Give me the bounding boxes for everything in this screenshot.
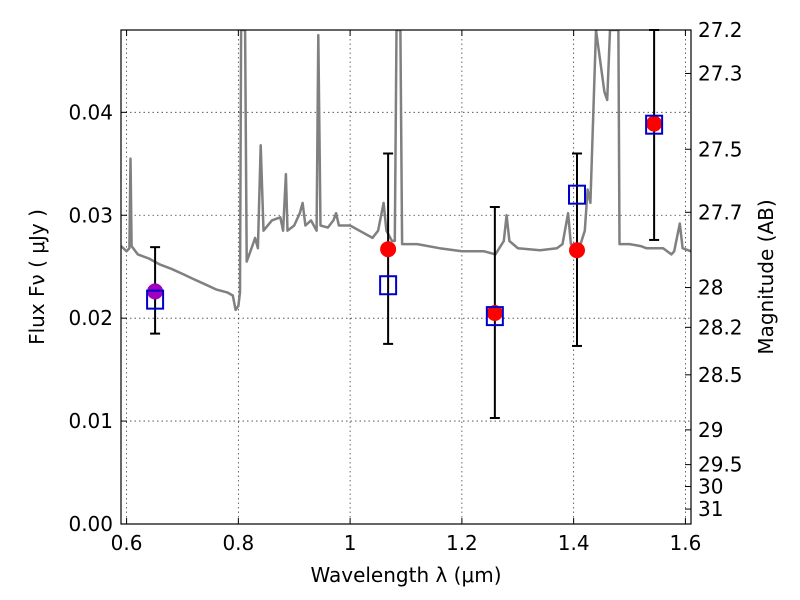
- y-axis-title: Flux Fν ( μJy ): [25, 209, 49, 345]
- y2-tick-label: 27.3: [698, 61, 743, 85]
- x-tick-label: 0.8: [222, 531, 254, 555]
- y2-axis-title: Magnitude (AB): [754, 199, 778, 354]
- observed-points-layer: [147, 115, 663, 322]
- observed-point: [380, 241, 397, 258]
- x-tick-label: 1.4: [558, 531, 590, 555]
- x-tick-label: 1.6: [670, 531, 702, 555]
- y2-tick-label: 28.2: [698, 315, 743, 339]
- model-point-square: [379, 275, 398, 296]
- observed-point: [646, 115, 663, 132]
- y2-tick-label: 29: [698, 418, 723, 442]
- sed-template-curve: [121, 30, 691, 312]
- y2-tick-label: 28: [698, 276, 723, 300]
- y-tick-label: 0.00: [68, 512, 113, 536]
- y2-tick-label: 31: [698, 497, 723, 521]
- y-tick-label: 0.01: [68, 409, 113, 433]
- model-point-square: [485, 306, 504, 327]
- model-point-square: [146, 289, 165, 310]
- x-tick-label: 1.2: [446, 531, 478, 555]
- y-tick-label: 0.04: [68, 100, 113, 124]
- error-bars-layer: [150, 29, 660, 419]
- y-tick-label: 0.03: [68, 203, 113, 227]
- grid-lines: [121, 30, 691, 524]
- y2-tick-label: 27.5: [698, 137, 743, 161]
- x-tick-label: 1: [344, 531, 357, 555]
- y-tick-label: 0.02: [68, 306, 113, 330]
- y2-tick-label: 30: [698, 475, 723, 499]
- x-axis-title: Wavelength λ (μm): [310, 563, 501, 587]
- x-axis-ticks: 0.6 0.8 1 1.2 1.4 1.6: [111, 30, 702, 555]
- y2-tick-label: 29.5: [698, 453, 743, 477]
- model-point-square: [568, 184, 586, 205]
- y2-tick-label: 27.7: [698, 200, 743, 224]
- observed-point: [569, 242, 585, 259]
- model-point-square: [645, 114, 664, 135]
- y2-tick-label: 28.5: [698, 363, 743, 387]
- y2-tick-label: 27.2: [698, 18, 743, 42]
- plot-frame: [120, 29, 692, 525]
- y-axis-ticks: 0.00 0.01 0.02 0.03 0.04: [68, 100, 127, 536]
- model-points-layer: [146, 114, 664, 327]
- x-tick-label: 0.6: [111, 531, 143, 555]
- sed-curve-layer: [121, 30, 691, 312]
